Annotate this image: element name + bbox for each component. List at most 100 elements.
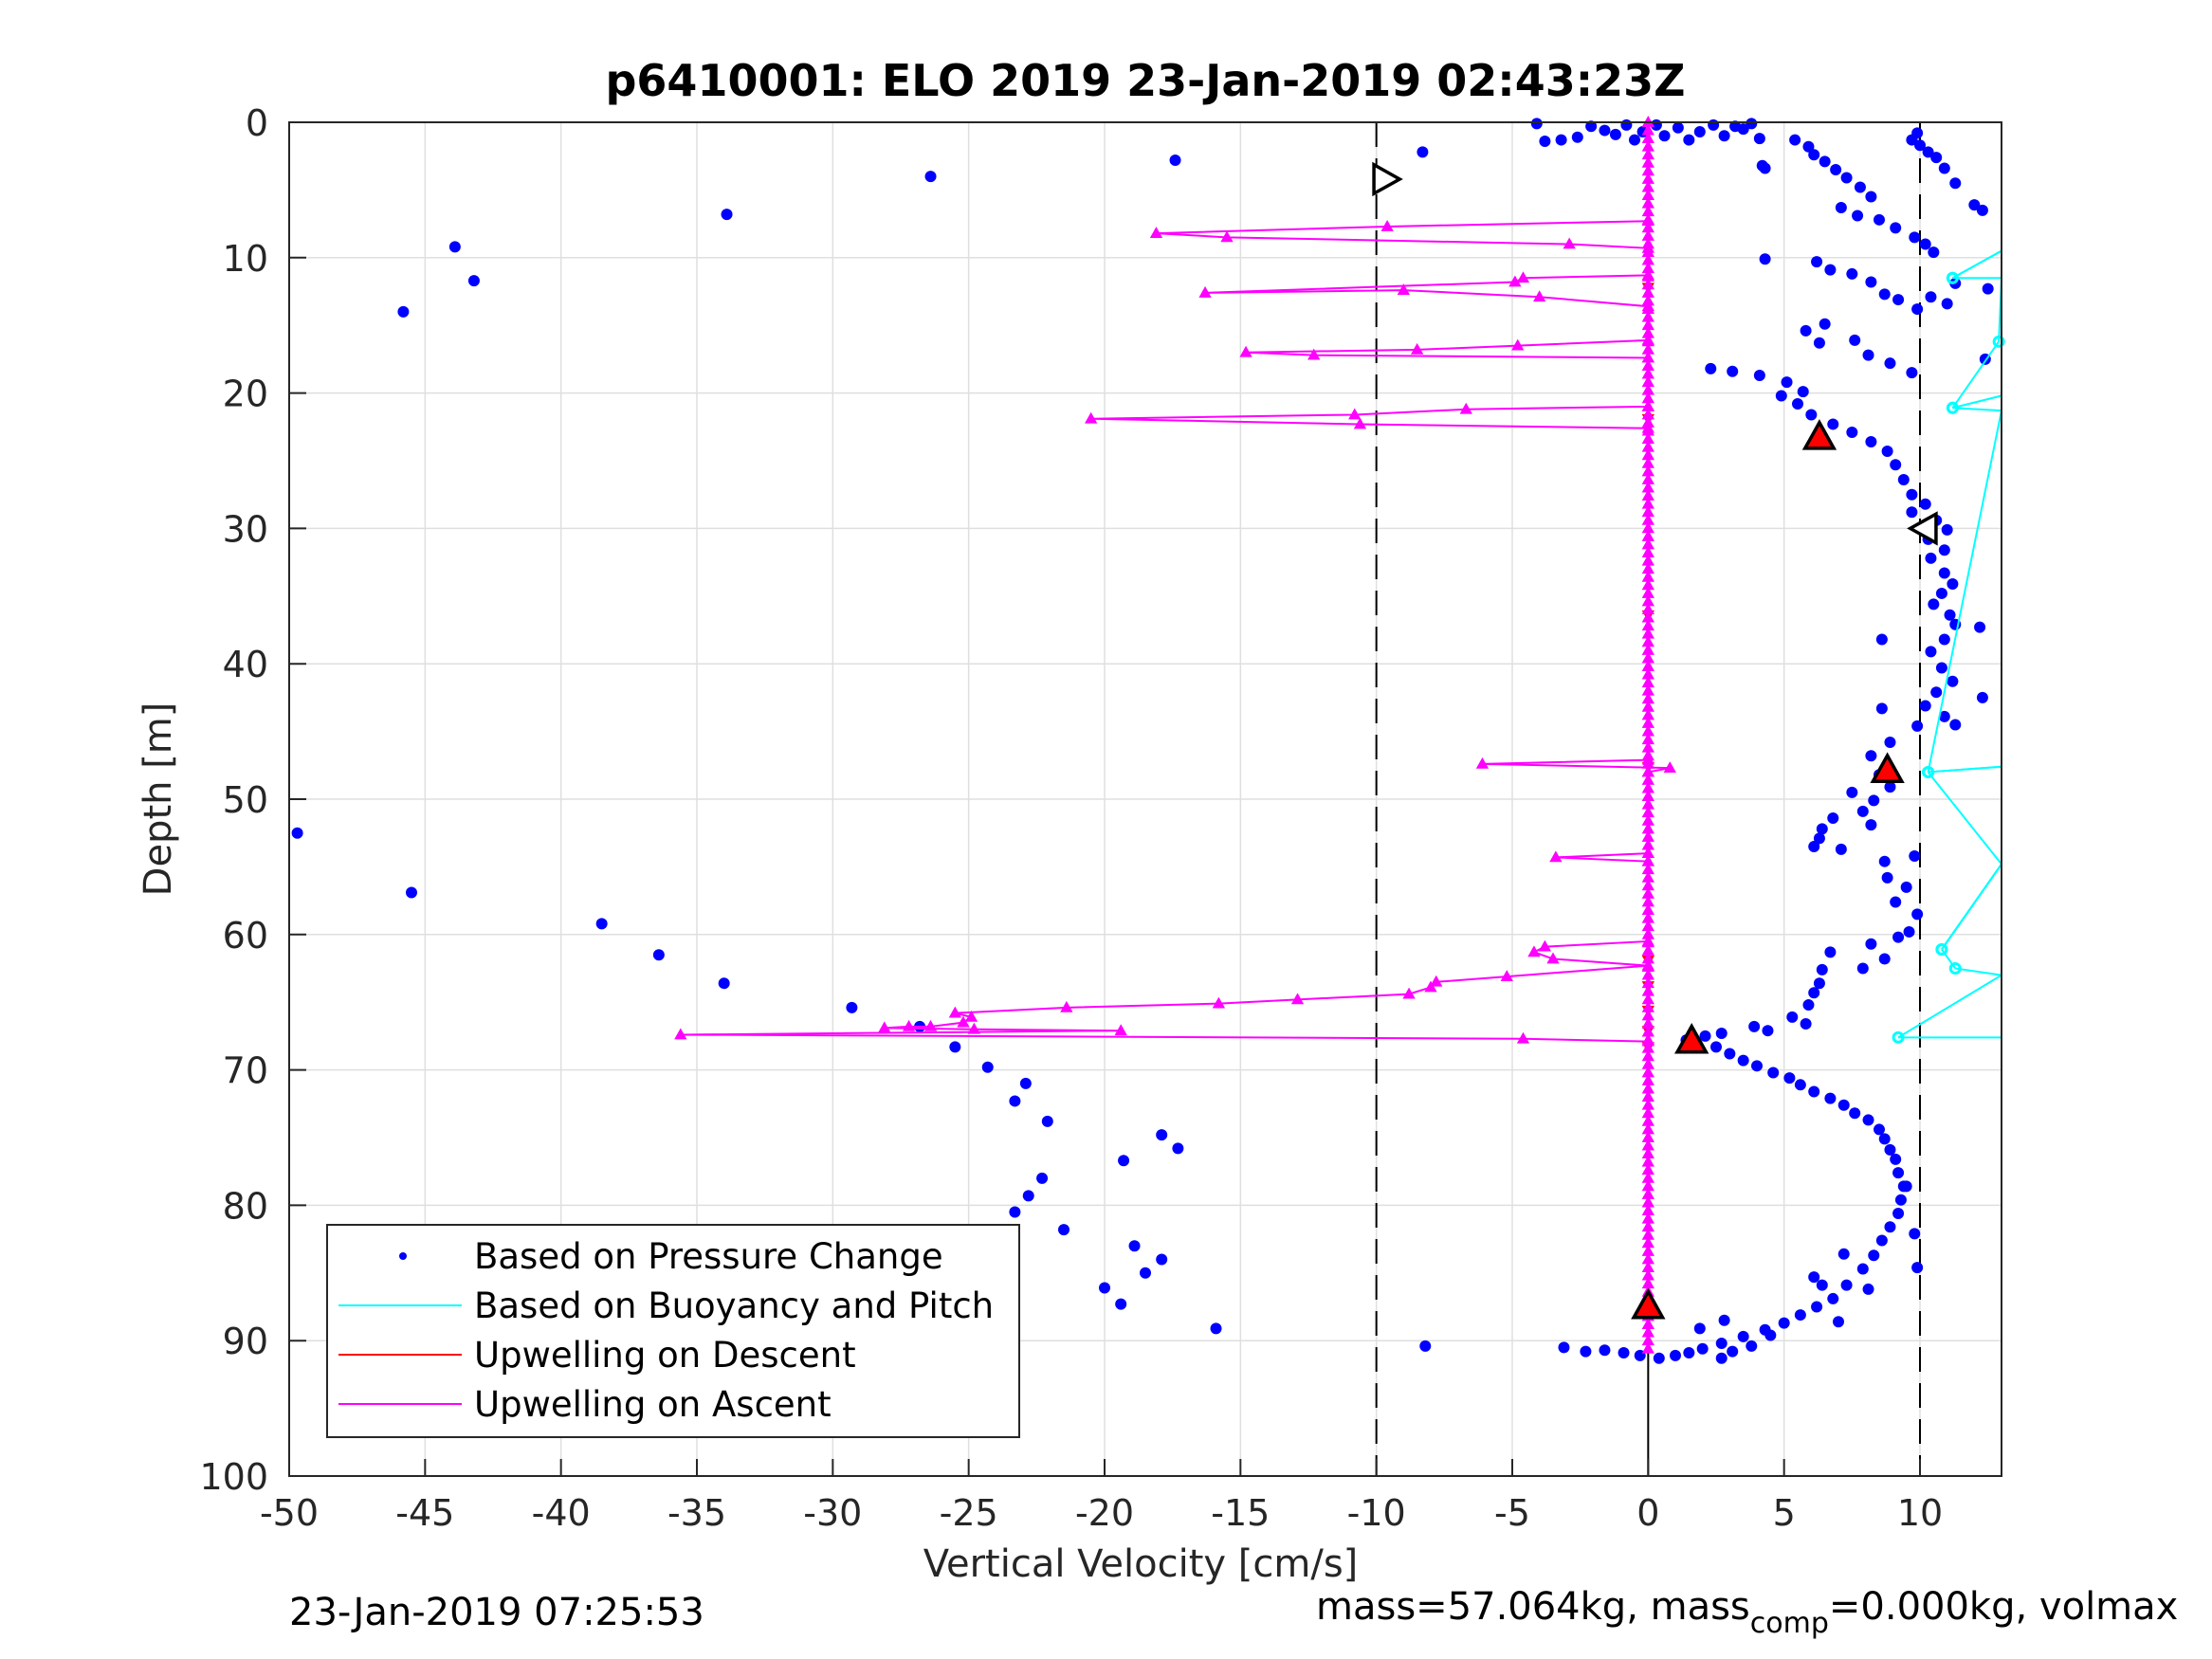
ascent-marker <box>1402 987 1416 999</box>
pressure-point <box>1835 201 1847 213</box>
legend-label: Upwelling on Ascent <box>474 1384 832 1425</box>
ascent-marker <box>1641 903 1654 915</box>
ascent-marker <box>1641 465 1654 477</box>
pressure-point <box>1892 294 1905 306</box>
ascent-marker <box>1424 980 1437 993</box>
ascent-marker <box>1641 497 1654 509</box>
ascent-marker <box>1641 1082 1654 1094</box>
pressure-point <box>1808 1271 1820 1284</box>
pressure-point <box>949 1041 961 1053</box>
y-tick-label: 60 <box>223 915 268 957</box>
event-marker <box>1631 1287 1666 1320</box>
x-tick-label: -30 <box>803 1492 862 1534</box>
pressure-point <box>1837 1248 1850 1260</box>
pressure-point <box>1618 1347 1630 1359</box>
ascent-marker <box>1641 749 1654 761</box>
legend-label: Based on Pressure Change <box>474 1236 943 1277</box>
buoyancy-segment <box>1955 967 2002 976</box>
ascent-marker <box>923 1019 938 1031</box>
ascent-marker <box>964 1010 978 1022</box>
ascent-marker <box>1290 993 1305 1005</box>
ascent-marker <box>1641 432 1654 445</box>
pressure-point <box>1941 523 1953 536</box>
ascent-marker <box>1220 230 1234 243</box>
pressure-point <box>1827 418 1839 430</box>
buoyancy-segment <box>1927 771 2002 866</box>
ascent-marker <box>1641 627 1654 639</box>
ascent-marker <box>1641 724 1654 737</box>
ticks: -50 -45 -40 -35 -30 -25 -20 -15 -10 -5 0 5 100102030… <box>199 102 1943 1534</box>
ascent-marker <box>1641 262 1654 274</box>
ascent-marker <box>1641 635 1654 647</box>
pressure-point <box>1727 1345 1739 1358</box>
pressure-point <box>1683 1347 1695 1359</box>
pressure-point <box>1710 1041 1722 1053</box>
y-tick-label: 10 <box>223 238 268 280</box>
pressure-point <box>1849 334 1861 346</box>
ascent-marker <box>1641 1334 1654 1346</box>
ascent-marker <box>1641 335 1654 347</box>
ascent-marker <box>1508 275 1522 287</box>
pressure-point <box>1805 409 1818 421</box>
pressure-point <box>1781 376 1793 389</box>
ascent-marker <box>1641 1009 1654 1021</box>
buoyancy-point <box>1948 962 1962 975</box>
pressure-point <box>1938 567 1950 579</box>
series-based-on-pressure-change <box>291 118 1994 1364</box>
ascent-marker <box>1641 984 1654 996</box>
pressure-point <box>1580 1345 1592 1358</box>
ascent-marker <box>1641 310 1654 322</box>
ascent-marker <box>1641 1204 1654 1216</box>
chart-title: p6410001: ELO 2019 23-Jan-2019 02:43:23Z <box>606 55 1686 106</box>
pressure-point <box>1982 283 1994 295</box>
pressure-point <box>1862 1114 1874 1126</box>
ascent-marker <box>1641 870 1654 883</box>
pressure-point <box>1539 135 1551 147</box>
pressure-point <box>1935 587 1947 599</box>
ascent-marker <box>1641 196 1654 209</box>
ascent-marker <box>1641 651 1654 664</box>
ascent-marker <box>1641 765 1654 777</box>
pressure-point <box>1878 855 1891 867</box>
pressure-point <box>1919 238 1931 250</box>
event-marker <box>1801 419 1837 450</box>
event-marker <box>1907 511 1938 546</box>
pressure-point <box>1022 1190 1034 1202</box>
ascent-marker <box>1538 939 1552 952</box>
pressure-point <box>1797 386 1809 398</box>
pressure-point <box>1833 1316 1844 1328</box>
pressure-point <box>1558 1341 1570 1354</box>
pressure-point <box>1802 999 1815 1012</box>
pressure-point <box>1884 1143 1896 1156</box>
ascent-marker <box>1641 733 1654 745</box>
ascent-marker <box>1641 927 1654 939</box>
pressure-point <box>1718 1314 1730 1326</box>
pressure-point <box>1753 133 1765 145</box>
pressure-point <box>1884 1221 1896 1233</box>
pressure-point <box>1890 459 1902 471</box>
pressure-point <box>1824 946 1837 958</box>
ascent-marker <box>1641 1090 1654 1103</box>
ascent-marker <box>1641 570 1654 582</box>
event-marker <box>1372 161 1403 197</box>
pressure-point <box>1892 931 1905 943</box>
ascent-marker <box>1563 237 1576 249</box>
pressure-point <box>1128 1240 1141 1252</box>
ascent-marker <box>1527 945 1541 957</box>
pressure-point <box>1890 1153 1902 1165</box>
pressure-point <box>1783 1072 1796 1085</box>
ascent-marker <box>1641 879 1654 891</box>
ascent-marker <box>1641 546 1654 558</box>
ascent-line <box>680 220 1671 1043</box>
pressure-point <box>1762 1025 1774 1037</box>
pressure-point <box>1846 427 1858 439</box>
ascent-marker <box>1641 1131 1654 1142</box>
ascent-marker <box>1516 1031 1530 1044</box>
buoyancy-point <box>1992 335 2005 348</box>
ascent-marker <box>1641 684 1654 696</box>
y-tick-label: 50 <box>223 779 268 821</box>
pressure-point <box>1156 1129 1168 1141</box>
y-tick-label: 30 <box>223 508 268 550</box>
pressure-point <box>1846 267 1858 280</box>
pressure-point <box>1775 390 1787 402</box>
